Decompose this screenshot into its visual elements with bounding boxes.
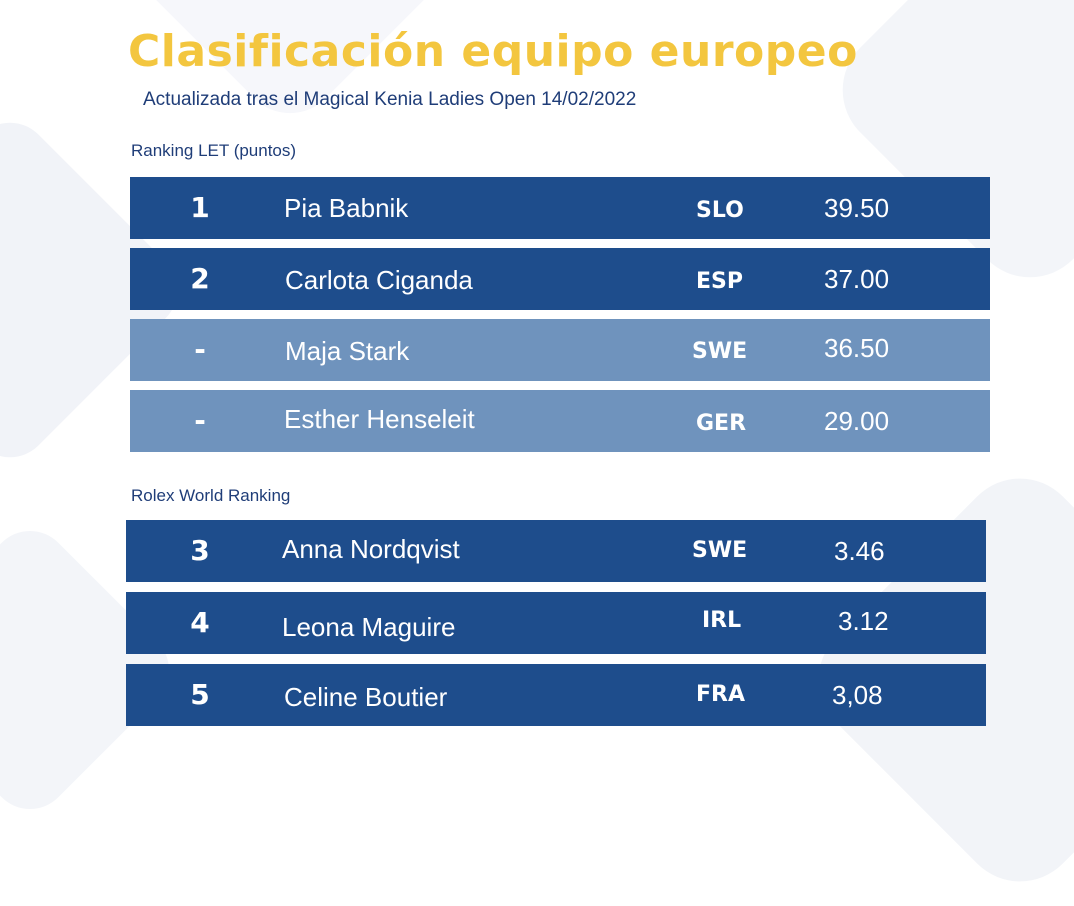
player-points: 39.50	[824, 193, 890, 223]
page-subtitle: Actualizada tras el Magical Kenia Ladies…	[143, 89, 637, 110]
player-name: Anna Nordqvist	[282, 534, 460, 564]
player-points: 3,08	[832, 680, 883, 710]
row-position: 5	[190, 678, 210, 711]
player-points: 3.12	[838, 606, 889, 636]
player-country: IRL	[702, 608, 742, 633]
player-country: SWE	[692, 538, 748, 563]
player-country: GER	[696, 411, 747, 436]
section-label-rolex: Rolex World Ranking	[131, 486, 291, 505]
player-country: SWE	[692, 339, 748, 364]
row-position: 2	[190, 262, 210, 295]
row-position: 4	[190, 606, 210, 639]
ranking-row: 5 Celine Boutier FRA 3,08	[126, 664, 986, 726]
player-name: Celine Boutier	[284, 682, 448, 712]
player-name: Carlota Ciganda	[285, 265, 473, 295]
ranking-row: - Esther Henseleit GER 29.00	[130, 390, 990, 452]
ranking-row: - Maja Stark SWE 36.50	[130, 319, 990, 381]
player-points: 3.46	[834, 536, 885, 566]
section-label-let: Ranking LET (puntos)	[131, 141, 297, 160]
page-title: Clasificación equipo europeo	[128, 26, 858, 77]
ranking-row: 4 Leona Maguire IRL 3.12	[126, 592, 986, 654]
player-name: Maja Stark	[285, 336, 410, 366]
player-points: 37.00	[824, 264, 890, 294]
row-position: -	[194, 404, 206, 437]
player-points: 29.00	[824, 406, 890, 436]
player-country: FRA	[696, 682, 745, 707]
row-position: 3	[190, 534, 210, 567]
player-country: ESP	[696, 269, 743, 294]
ranking-row: 2 Carlota Ciganda ESP 37.00	[130, 248, 990, 310]
ranking-row: 1 Pia Babnik SLO 39.50	[130, 177, 990, 239]
player-name: Esther Henseleit	[284, 404, 475, 434]
ranking-row: 3 Anna Nordqvist SWE 3.46	[126, 520, 986, 582]
row-position: -	[194, 333, 206, 366]
row-position: 1	[190, 191, 210, 224]
player-country: SLO	[696, 198, 744, 223]
player-points: 36.50	[824, 333, 890, 363]
player-name: Pia Babnik	[284, 193, 409, 223]
player-name: Leona Maguire	[282, 612, 456, 642]
